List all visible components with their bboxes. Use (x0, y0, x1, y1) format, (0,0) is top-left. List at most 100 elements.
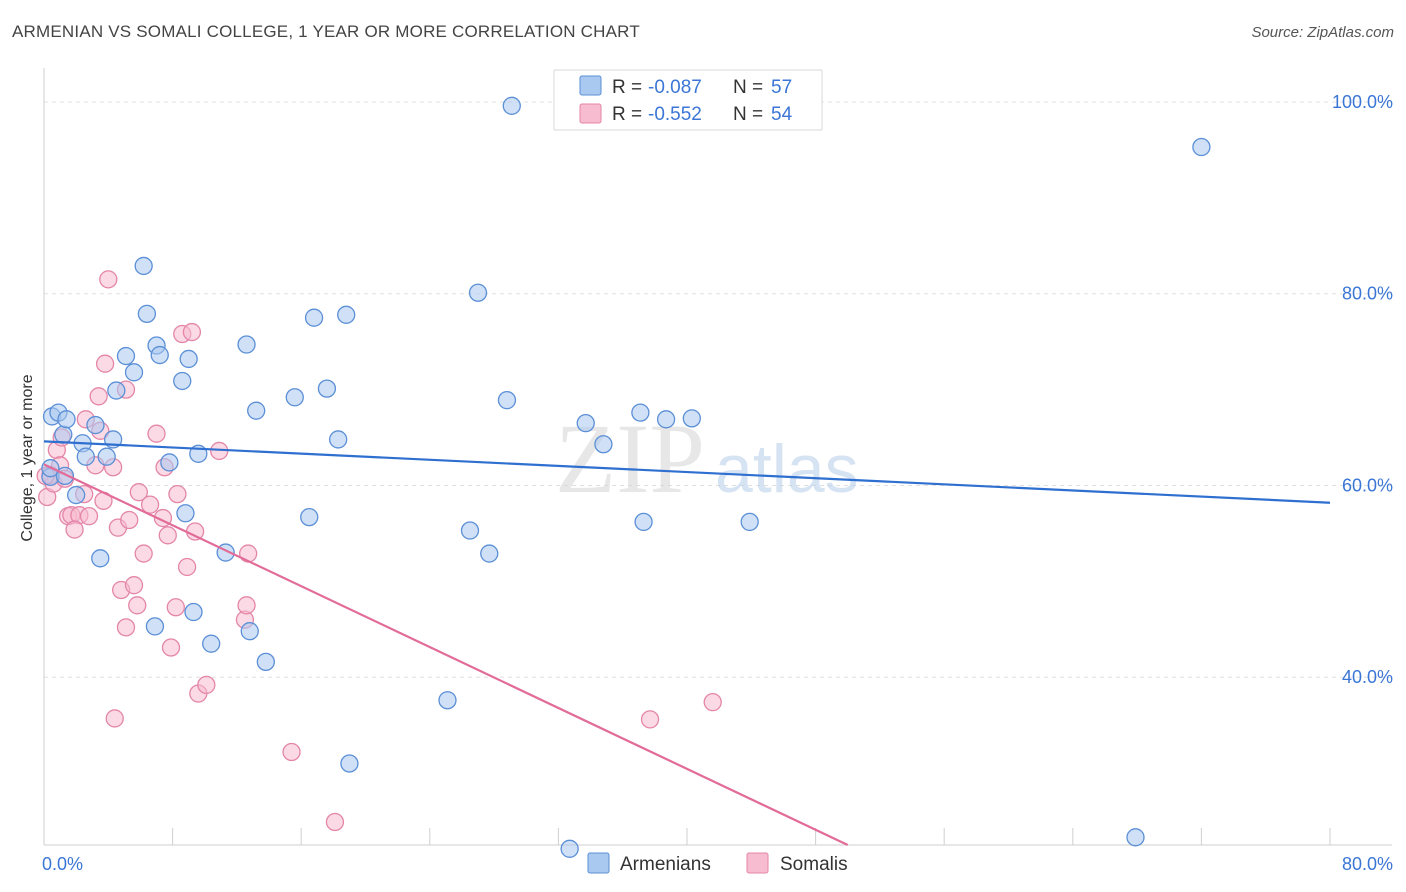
armenians-points (41, 96, 1211, 858)
somalis-trend-line (43, 463, 849, 846)
somalis-point (703, 692, 722, 712)
armenians-point (86, 415, 105, 435)
somalis-point (140, 495, 160, 514)
armenians-point (317, 379, 337, 398)
armenians-point (682, 409, 701, 428)
axis-layer (43, 68, 1392, 846)
somalis-swatch (579, 103, 602, 124)
somalis-point (177, 557, 197, 577)
somalis-point (197, 675, 216, 695)
x-tick-label: 0.0% (42, 854, 83, 874)
somalis-point (239, 544, 258, 563)
armenians-point (480, 544, 499, 563)
somalis-n-value: 54 (771, 104, 793, 125)
somalis-point (129, 483, 148, 502)
armenians-point (107, 381, 126, 400)
somalis-point (120, 510, 139, 530)
somalis-point (158, 526, 177, 545)
armenians-point (740, 512, 759, 532)
armenians-point (76, 447, 95, 466)
trend-lines (43, 440, 1331, 846)
somalis-point (105, 709, 124, 728)
legend-somalis-swatch (746, 852, 769, 874)
armenians-point (460, 521, 480, 540)
armenians-point (247, 401, 266, 420)
armenians-point (340, 754, 359, 773)
watermark-atlas: atlas (715, 431, 859, 507)
somalis-points (36, 270, 722, 832)
armenians-point (240, 622, 259, 641)
somalis-point (282, 742, 301, 762)
somalis-point (640, 710, 660, 729)
armenians-point (176, 504, 195, 523)
armenians-r-value: -0.087 (648, 77, 702, 98)
armenians-point (300, 507, 319, 527)
armenians-point (137, 304, 157, 324)
somalis-point (185, 522, 205, 541)
armenians-point (173, 371, 192, 391)
armenians-point (116, 346, 136, 366)
somalis-point (65, 520, 84, 539)
armenians-point (97, 447, 116, 466)
somalis-r-label: R = (612, 104, 642, 125)
armenians-n-label: N = (733, 77, 763, 98)
armenians-point (497, 390, 517, 410)
armenians-point (329, 430, 348, 449)
armenians-point (634, 512, 653, 532)
somalis-r-value: -0.552 (648, 104, 702, 125)
armenians-r-label: R = (612, 77, 642, 98)
y-tick-label: 80.0% (1342, 284, 1393, 304)
armenians-point (1192, 137, 1211, 157)
somalis-point (99, 270, 118, 289)
somalis-n-label: N = (733, 104, 763, 125)
armenians-point (67, 485, 86, 505)
armenians-point (468, 283, 488, 302)
armenians-point (656, 410, 676, 429)
somalis-point (79, 506, 99, 526)
armenians-point (337, 305, 356, 324)
y-tick-label: 40.0% (1342, 667, 1393, 687)
armenians-point (57, 410, 76, 429)
armenians-point (560, 839, 579, 858)
somalis-point (161, 638, 181, 657)
legend-somalis-label: Somalis (780, 854, 848, 875)
series-legend: Armenians Somalis (587, 852, 848, 875)
chart-title: ARMENIAN VS SOMALI COLLEGE, 1 YEAR OR MO… (12, 22, 640, 41)
armenians-point (134, 256, 153, 276)
somalis-point (182, 322, 202, 342)
armenians-n-value: 57 (771, 77, 792, 98)
armenians-point (54, 425, 73, 444)
armenians-point (304, 308, 324, 327)
armenians-point (631, 403, 650, 422)
somalis-point (124, 576, 144, 595)
somalis-point (95, 354, 115, 373)
armenians-point (184, 602, 203, 622)
armenians-point (576, 413, 595, 433)
grid-layer (44, 101, 1392, 678)
armenians-point (237, 335, 256, 354)
armenians-point (502, 96, 521, 115)
somalis-point (128, 596, 147, 615)
armenians-point (91, 549, 110, 568)
armenians-point (256, 652, 275, 672)
armenians-point (285, 388, 304, 407)
somalis-point (116, 618, 136, 637)
somalis-point (147, 424, 166, 443)
tick-labels: 40.0% 60.0% 80.0% 100.0% 0.0% 80.0% (42, 92, 1393, 874)
armenians-trend-line (43, 440, 1331, 504)
somalis-point (166, 598, 185, 617)
armenians-point (150, 345, 169, 365)
legend-armenians-label: Armenians (620, 854, 711, 875)
armenians-point (594, 435, 613, 454)
y-tick-label: 60.0% (1342, 475, 1393, 495)
y-axis-label: College, 1 year or more (19, 374, 36, 542)
stats-legend: R = -0.087 N = 57 R = -0.552 N = 54 (553, 69, 823, 131)
y-tick-label: 100.0% (1332, 92, 1393, 112)
somalis-point (89, 387, 108, 406)
watermark: ZIP atlas (555, 403, 859, 514)
armenians-point (179, 349, 198, 369)
somalis-point (134, 544, 153, 563)
armenians-point (438, 691, 457, 710)
somalis-point (325, 812, 345, 832)
